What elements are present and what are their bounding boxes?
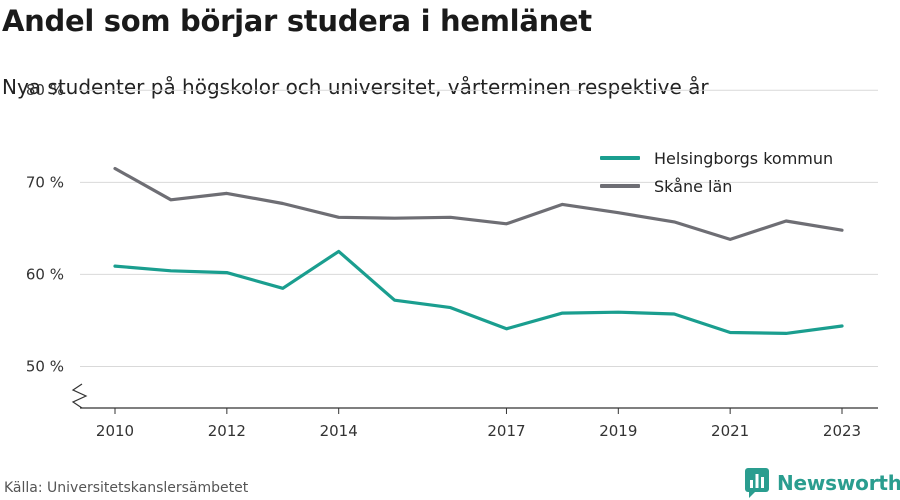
series-line-0 <box>113 249 844 335</box>
y-tick-label: 60 % <box>26 265 64 283</box>
y-tick-label: 70 % <box>26 173 64 191</box>
x-tick-label: 2010 <box>96 422 134 440</box>
legend-label-helsingborg: Helsingborgs kommun <box>654 148 834 168</box>
chart-title: Andel som börjar studera i hemlänet <box>2 4 592 38</box>
x-tick-label: 2017 <box>487 422 525 440</box>
legend-item-skane: Skåne län <box>600 172 833 200</box>
y-tick-label: 80 % <box>26 81 64 99</box>
x-tick-label: 2014 <box>320 422 358 440</box>
y-tick-label: 50 % <box>26 358 64 376</box>
x-tick-label: 2023 <box>823 422 861 440</box>
brand-name: Newsworthy <box>777 471 900 495</box>
legend-swatch-helsingborg <box>600 156 640 160</box>
legend-label-skane: Skåne län <box>654 176 733 196</box>
x-tick-label: 2012 <box>208 422 246 440</box>
x-tick-label: 2019 <box>599 422 637 440</box>
legend-swatch-skane <box>600 184 640 188</box>
series-line-1 <box>113 166 844 241</box>
chart-subtitle: Nya studenter på högskolor och universit… <box>2 75 709 99</box>
newsworthy-logo-icon <box>745 468 769 498</box>
source-note: Källa: Universitetskanslersämbetet <box>4 480 249 496</box>
brand-logo[interactable]: Newsworthy <box>745 468 900 498</box>
axis-break-icon <box>71 383 88 409</box>
legend-item-helsingborg: Helsingborgs kommun <box>600 144 833 172</box>
x-tick-label: 2021 <box>711 422 749 440</box>
legend: Helsingborgs kommun Skåne län <box>600 144 833 200</box>
